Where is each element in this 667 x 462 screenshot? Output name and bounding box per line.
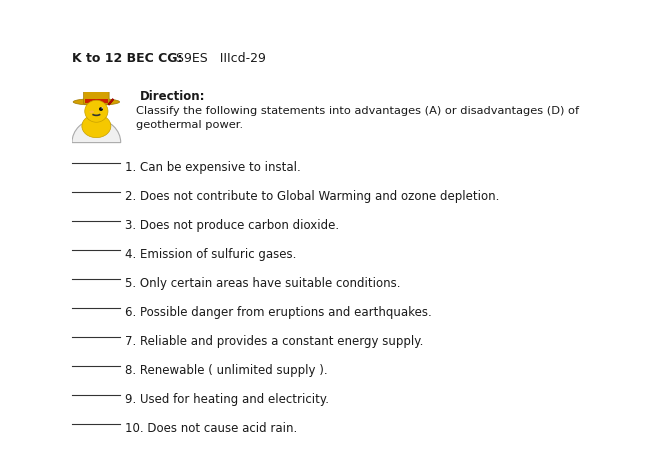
Polygon shape xyxy=(108,98,114,105)
Text: Direction:: Direction: xyxy=(140,90,205,103)
Text: Classify the following statements into advantages (A) or disadvantages (D) of: Classify the following statements into a… xyxy=(136,106,579,116)
Text: 1. Can be expensive to instal.: 1. Can be expensive to instal. xyxy=(125,161,301,174)
Text: 10. Does not cause acid rain.: 10. Does not cause acid rain. xyxy=(125,422,297,435)
Ellipse shape xyxy=(89,110,94,113)
Text: 7. Reliable and provides a constant energy supply.: 7. Reliable and provides a constant ener… xyxy=(125,335,424,348)
Text: 8. Renewable ( unlimited supply ).: 8. Renewable ( unlimited supply ). xyxy=(125,364,327,377)
Text: geothermal power.: geothermal power. xyxy=(136,120,243,130)
Text: 4. Emission of sulfuric gases.: 4. Emission of sulfuric gases. xyxy=(125,248,296,261)
Bar xyxy=(85,99,108,103)
Circle shape xyxy=(85,100,108,122)
Text: 6. Possible danger from eruptions and earthquakes.: 6. Possible danger from eruptions and ea… xyxy=(125,306,432,319)
Circle shape xyxy=(101,107,103,109)
Text: 2. Does not contribute to Global Warming and ozone depletion.: 2. Does not contribute to Global Warming… xyxy=(125,190,500,203)
Text: 5. Only certain areas have suitable conditions.: 5. Only certain areas have suitable cond… xyxy=(125,277,400,290)
FancyBboxPatch shape xyxy=(83,90,109,104)
Text: 3. Does not produce carbon dioxide.: 3. Does not produce carbon dioxide. xyxy=(125,219,339,232)
Text: K to 12 BEC CG:: K to 12 BEC CG: xyxy=(72,52,183,65)
Circle shape xyxy=(99,107,103,111)
Text: S9ES   IIIcd-29: S9ES IIIcd-29 xyxy=(172,52,266,65)
Ellipse shape xyxy=(82,115,111,138)
Ellipse shape xyxy=(73,98,119,105)
Wedge shape xyxy=(72,120,121,143)
Text: 9. Used for heating and electricity.: 9. Used for heating and electricity. xyxy=(125,393,329,406)
